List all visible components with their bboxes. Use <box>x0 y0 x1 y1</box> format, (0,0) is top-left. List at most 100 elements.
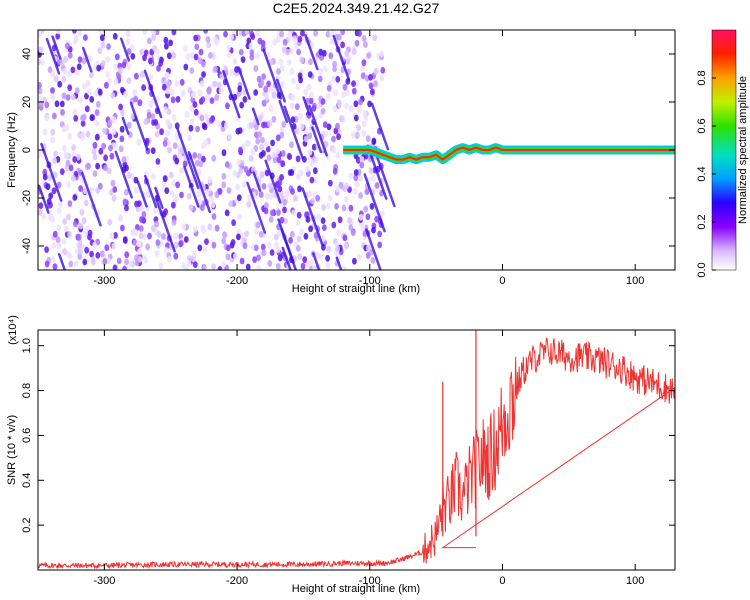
heatmap-noise-cell <box>204 238 209 246</box>
heatmap-noise-cell <box>59 168 65 176</box>
heatmap-noise-cell <box>248 155 254 162</box>
heatmap-noise-cell <box>89 250 94 258</box>
heatmap-noise-cell <box>175 95 181 103</box>
heatmap-noise-cell <box>231 219 237 227</box>
heatmap-noise-cell <box>282 206 287 214</box>
heatmap-noise-cell <box>105 56 111 63</box>
heatmap-noise-cell <box>44 101 50 109</box>
heatmap-noise-cell <box>154 130 160 138</box>
heatmap-noise-cell <box>326 123 332 131</box>
heatmap-noise-cell <box>288 47 294 55</box>
heatmap-noise-cell <box>95 162 100 170</box>
heatmap-streak <box>121 116 130 135</box>
heatmap-noise-cell <box>118 145 124 153</box>
heatmap-noise-cell <box>82 258 88 266</box>
heatmap-noise-cell <box>258 152 264 159</box>
heatmap-noise-cell <box>332 105 338 113</box>
heatmap-noise-cell <box>214 94 220 101</box>
heatmap-noise-cell <box>279 174 284 181</box>
heatmap-noise-cell <box>124 189 129 196</box>
heatmap-noise-cell <box>250 166 256 173</box>
heatmap-noise-cell <box>289 141 294 149</box>
heatmap-noise-cell <box>307 71 313 78</box>
heatmap-noise-cell <box>54 100 60 108</box>
heatmap-noise-cell <box>50 216 55 223</box>
heatmap-noise-cell <box>341 204 347 212</box>
heatmap-noise-cell <box>90 256 96 264</box>
heatmap-noise-cell <box>325 31 331 38</box>
heatmap-noise-cell <box>268 105 274 112</box>
heatmap-streak <box>363 173 386 233</box>
heatmap-noise-cell <box>227 133 233 141</box>
heatmap-noise-cell <box>308 97 314 105</box>
heatmap-noise-cell <box>107 133 113 141</box>
heatmap-noise-cell <box>334 203 339 210</box>
heatmap-noise-cell <box>353 100 359 108</box>
heatmap-noise-cell <box>61 92 67 100</box>
heatmap-noise-cell <box>189 67 195 74</box>
heatmap-streak <box>370 102 390 151</box>
heatmap-noise-cell <box>313 30 318 37</box>
heatmap-noise-cell <box>235 183 241 191</box>
heatmap-noise-cell <box>101 142 106 150</box>
heatmap-noise-cell <box>116 257 122 265</box>
heatmap-noise-cell <box>221 149 227 157</box>
heatmap-noise-cell <box>367 100 372 108</box>
heatmap-noise-cell <box>226 51 232 59</box>
heatmap-noise-cell <box>121 156 127 163</box>
heatmap-noise-cell <box>276 68 281 75</box>
heatmap-streak <box>144 174 158 209</box>
heatmap-noise-cell <box>72 108 78 116</box>
heatmap-streak <box>365 228 382 270</box>
heatmap-noise-cell <box>368 74 373 81</box>
heatmap-noise-cell <box>341 265 347 270</box>
heatmap-noise-cell <box>183 236 189 243</box>
heatmap-noise-cell <box>38 150 42 158</box>
snr-y-ticks: 0.2 0.4 0.6 0.8 1.0 <box>21 338 675 533</box>
heatmap-noise-cell <box>177 152 183 160</box>
heatmap-noise-cell <box>348 224 354 231</box>
heatmap-streak <box>143 69 163 119</box>
heatmap-noise-cell <box>92 241 97 249</box>
heatmap-noise-cell <box>295 245 301 252</box>
heatmap-noise-cell <box>148 73 154 81</box>
heatmap-noise-cell <box>204 112 210 120</box>
heatmap-noise-cell <box>295 219 301 227</box>
heatmap-noise-cell <box>309 91 314 99</box>
heatmap-noise-cell <box>329 38 335 45</box>
heatmap-noise-cell <box>133 95 139 103</box>
heatmap-noise-cell <box>55 236 61 244</box>
heatmap-noise-cell <box>139 48 145 56</box>
heatmap-y-axis-label: Frequency (Hz) <box>6 112 18 188</box>
heatmap-noise-cell <box>131 228 137 235</box>
heatmap-noise-cell <box>221 181 227 189</box>
heatmap-noise-cell <box>65 159 71 167</box>
heatmap-noise-cell <box>82 187 88 195</box>
heatmap-noise-cell <box>266 80 271 88</box>
heatmap-noise-cell <box>67 200 73 208</box>
heatmap-noise-cell <box>168 39 174 47</box>
heatmap-noise-cell <box>352 257 357 265</box>
heatmap-noise-cell <box>106 167 112 175</box>
heatmap-noise-cell <box>92 153 98 161</box>
heatmap-noise-cell <box>197 57 203 65</box>
heatmap-noise-cell <box>187 255 192 262</box>
heatmap-noise-cell <box>98 30 104 35</box>
heatmap-noise-cell <box>342 185 348 193</box>
heatmap-noise-cell <box>360 64 365 72</box>
heatmap-noise-cell <box>204 188 210 196</box>
heatmap-noise-cell <box>76 131 82 139</box>
heatmap-noise-cell <box>371 137 377 145</box>
heatmap-noise-cell <box>113 232 118 239</box>
heatmap-noise-cell <box>67 70 73 77</box>
heatmap-noise-cell <box>290 102 295 110</box>
heatmap-noise-cell <box>163 208 169 216</box>
heatmap-noise-cell <box>233 252 238 260</box>
heatmap-noise-cell <box>120 109 125 117</box>
heatmap-noise-cell <box>179 191 184 199</box>
heatmap-noise-cell <box>277 254 283 262</box>
heatmap-noise-cell <box>331 221 337 229</box>
heatmap-noise-cell <box>368 82 374 90</box>
heatmap-noise-cell <box>80 120 86 127</box>
